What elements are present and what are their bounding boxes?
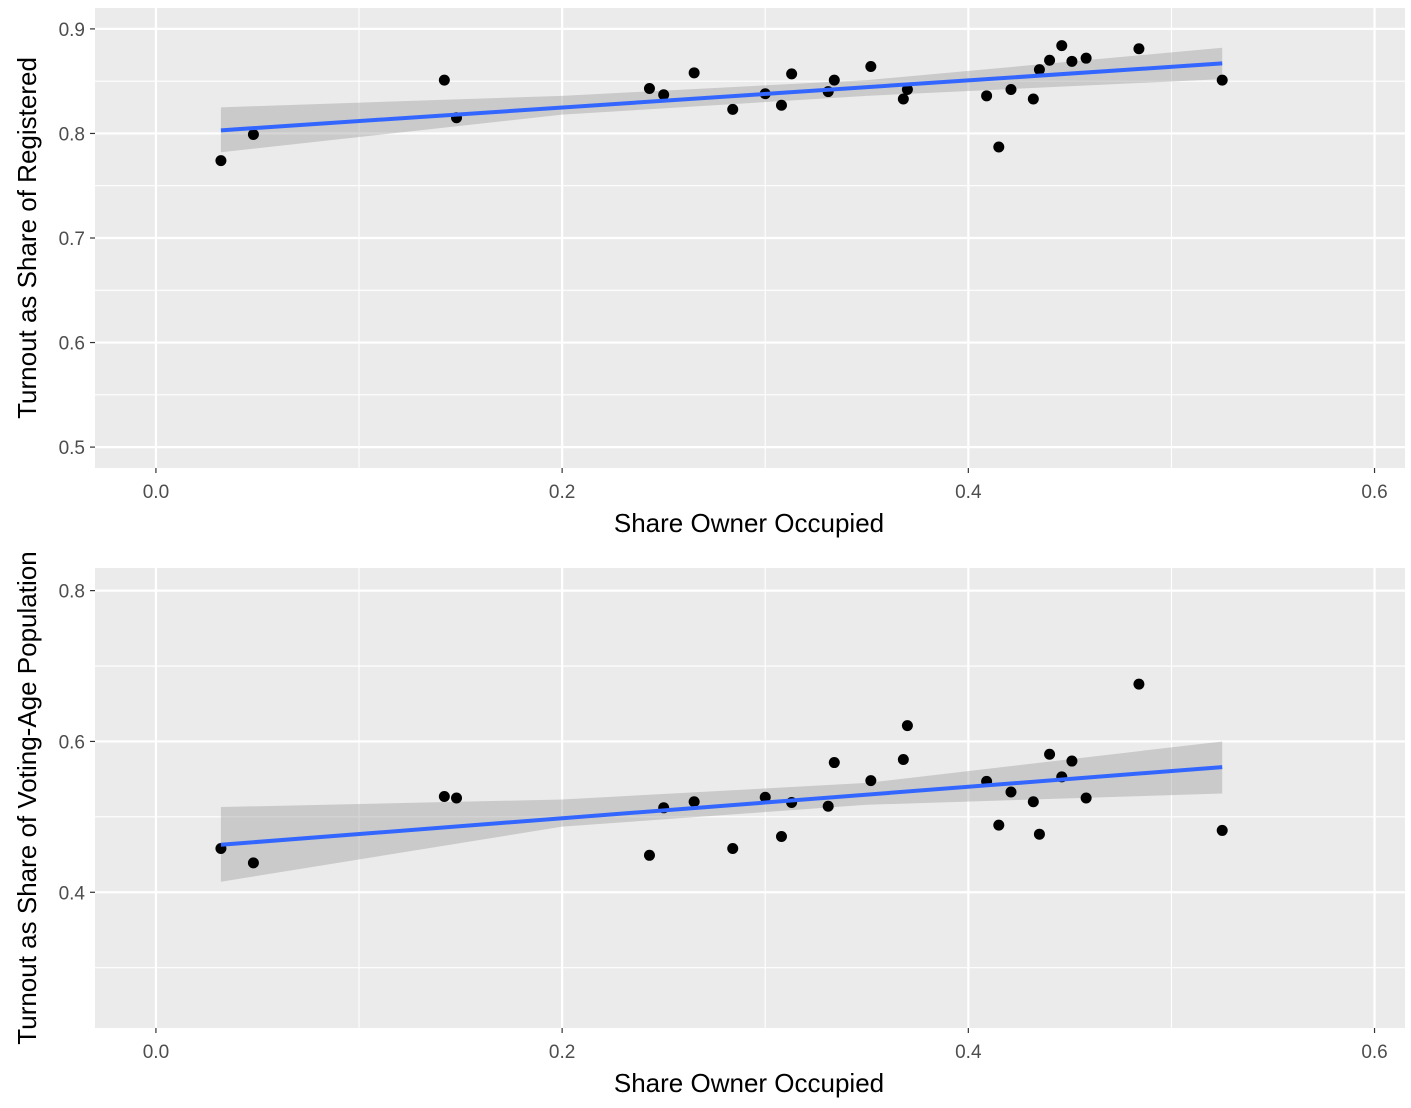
data-point [215,155,227,167]
data-point [1056,40,1068,52]
data-point [1066,755,1078,767]
data-point [1066,55,1078,67]
y-tick-label: 0.9 [59,20,85,41]
data-point [1080,792,1092,804]
y-tick-label: 0.8 [59,582,85,603]
data-point [438,790,450,802]
data-point [786,68,798,80]
x-tick-label: 0.6 [1361,1042,1387,1063]
y-tick-label: 0.4 [59,883,86,904]
top-y-axis-title: Turnout as Share of Registered [12,57,42,419]
data-point [1216,824,1228,836]
data-point [993,819,1005,831]
data-point [775,830,787,842]
data-point [901,84,913,96]
data-point [775,99,787,111]
data-point [759,791,771,803]
data-point [247,129,259,140]
x-tick-label: 0.4 [955,1042,982,1063]
data-point [1133,678,1145,690]
data-point [981,90,993,102]
data-point [1005,786,1017,798]
bottom-y-axis-title: Turnout as Share of Voting-Age Populatio… [12,551,42,1044]
top-plot-panel: 0.0 0.2 0.4 0.6 0.5 0.6 0.7 0.8 0.9 [59,8,1405,503]
data-point [828,757,840,769]
x-tick-label: 0.6 [1361,482,1387,503]
data-point [1033,828,1045,840]
data-point [643,849,655,861]
data-point [865,61,877,73]
data-point [658,89,670,101]
data-point [1027,796,1039,808]
data-point [727,843,739,855]
data-point [643,83,655,94]
data-point [822,800,834,812]
confidence-band [220,47,1223,153]
data-point [901,720,913,732]
data-point [828,74,840,86]
data-point [1005,84,1017,96]
y-tick-label: 0.6 [59,732,85,753]
y-tick-label: 0.6 [59,334,85,355]
x-tick-label: 0.4 [955,482,982,503]
bottom-x-axis-title: Share Owner Occupied [614,1068,884,1098]
data-point [865,775,877,787]
data-point [451,792,463,804]
data-point [1216,74,1228,86]
data-point [727,103,739,115]
regression-line [220,765,1223,847]
data-point [897,93,909,105]
bottom-plot-panel: 0.0 0.2 0.4 0.6 0.4 0.6 0.8 [59,568,1405,1063]
data-point [1033,64,1045,76]
data-point [1027,93,1039,105]
data-point [993,141,1005,153]
data-point [1080,52,1092,64]
panel-background [95,568,1405,1028]
x-tick-label: 0.0 [143,482,169,503]
data-point [438,74,450,86]
x-tick-label: 0.2 [549,482,575,503]
data-point [247,857,259,869]
data-point [688,796,700,808]
y-tick-label: 0.5 [59,438,85,459]
regression-line [220,61,1223,133]
confidence-band [220,741,1223,882]
top-x-axis-title: Share Owner Occupied [614,508,884,538]
data-point [1044,748,1056,760]
y-tick-label: 0.8 [59,124,85,145]
data-point [1044,54,1056,66]
data-point [897,754,909,766]
x-tick-label: 0.2 [549,1042,575,1063]
data-point [688,67,700,79]
y-tick-label: 0.7 [59,229,85,250]
x-tick-label: 0.0 [143,1042,169,1063]
data-point [1133,43,1145,55]
